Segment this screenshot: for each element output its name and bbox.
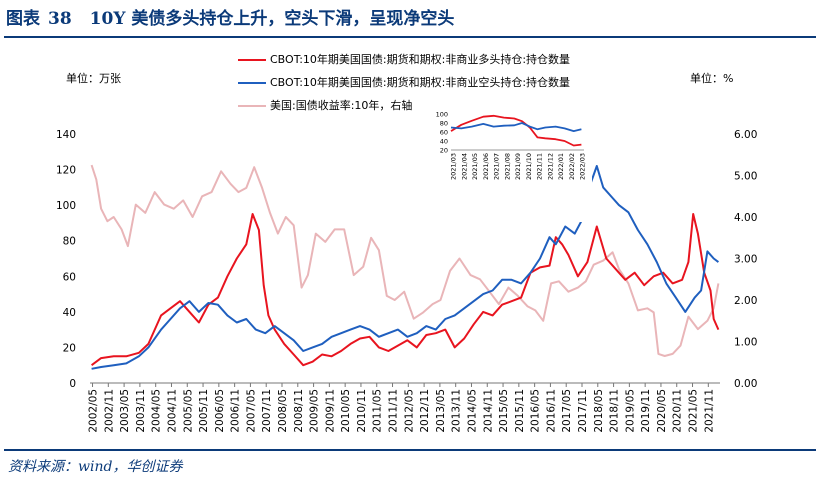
right-y-tick-4: 4.00 [734,212,757,224]
inset-series-line-1 [450,122,582,133]
figure-title-text: 10Y 美债多头持仓上升，空头下滑，呈现净空头 [89,9,455,29]
legend-label-short: CBOT:10年期美国国债:期货和期权:非商业空头持仓:持仓数量 [270,76,571,89]
right-y-tick-5: 5.00 [734,171,757,183]
right-y-tick-6: 6.00 [734,129,757,141]
left-unit-label: 单位：万张 [66,72,121,85]
inset-y-tick-4: 100 [436,111,448,119]
x-tick-19: 2011/11 [388,389,400,433]
left-y-tick-5: 100 [56,200,76,212]
x-tick-6: 2005/05 [182,389,194,433]
inset-y-tick-0: 20 [440,147,448,155]
x-tick-1: 2002/11 [103,389,115,433]
inset-x-tick-11: 2022/02 [568,153,576,180]
x-tick-35: 2019/11 [640,389,652,433]
x-tick-23: 2013/11 [451,389,463,433]
x-tick-12: 2008/05 [277,389,289,433]
x-tick-8: 2006/05 [214,389,226,433]
x-tick-29: 2016/11 [545,389,557,433]
right-y-tick-2: 2.00 [734,295,757,307]
x-tick-5: 2004/11 [166,389,178,433]
legend-swatch-long [238,58,266,61]
inset-x-tick-4: 2021/07 [493,153,501,180]
chart-legend: CBOT:10年期美国国债:期货和期权:非商业多头持仓:持仓数量 CBOT:10… [238,48,570,117]
inset-x-tick-5: 2021/08 [503,153,511,180]
series-line-0 [91,213,720,367]
inset-x-tick-10: 2022/01 [557,153,565,180]
legend-item-short: CBOT:10年期美国国债:期货和期权:非商业空头持仓:持仓数量 [238,71,570,94]
x-tick-36: 2020/05 [656,389,668,433]
inset-y-tick-2: 60 [440,129,448,137]
inset-x-tick-6: 2021/09 [514,153,522,180]
x-tick-2: 2003/05 [119,389,131,433]
inset-series-line-0 [450,114,582,147]
legend-item-long: CBOT:10年期美国国债:期货和期权:非商业多头持仓:持仓数量 [238,48,570,71]
right-unit-label: 单位：% [690,72,734,85]
x-tick-28: 2016/05 [530,389,542,433]
x-tick-25: 2014/11 [482,389,494,433]
figure-number: 38 [48,9,72,29]
legend-swatch-short [238,81,266,84]
x-tick-21: 2012/11 [419,389,431,433]
source-rule [4,449,816,451]
figure-label: 图表 [6,9,40,29]
x-tick-11: 2007/11 [261,389,273,433]
x-tick-3: 2003/11 [135,389,147,433]
x-tick-14: 2009/05 [309,389,321,433]
x-tick-13: 2008/11 [293,389,305,433]
x-tick-10: 2007/05 [245,389,257,433]
series-line-1 [91,165,720,370]
figure-title: 图表 38 10Y 美债多头持仓上升，空头下滑，呈现净空头 [6,4,454,29]
x-tick-16: 2010/05 [340,389,352,433]
inset-x-tick-2: 2021/05 [471,153,479,180]
inset-y-tick-1: 40 [440,138,448,146]
left-y-tick-0: 0 [69,378,76,390]
x-tick-37: 2020/11 [672,389,684,433]
left-y-tick-6: 120 [56,165,76,177]
source-note: 资料来源：wind，华创证券 [8,459,183,475]
series-line-2 [90,164,720,357]
x-tick-9: 2006/11 [230,389,242,433]
x-tick-32: 2018/05 [593,389,605,433]
left-y-tick-7: 140 [56,129,76,141]
x-tick-7: 2005/11 [198,389,210,433]
x-tick-39: 2021/11 [703,389,715,433]
x-tick-0: 2002/05 [88,389,100,433]
inset-x-tick-9: 2021/12 [546,153,554,180]
left-y-tick-3: 60 [63,271,76,283]
inset-x-tick-0: 2021/03 [450,153,458,180]
left-y-tick-1: 20 [63,342,76,354]
inset-y-tick-3: 80 [440,120,448,128]
legend-swatch-yield [238,104,266,107]
x-tick-4: 2004/05 [151,389,163,433]
x-tick-20: 2012/05 [403,389,415,433]
x-tick-30: 2017/05 [561,389,573,433]
right-y-tick-3: 3.00 [734,254,757,266]
legend-label-long: CBOT:10年期美国国债:期货和期权:非商业多头持仓:持仓数量 [270,53,571,66]
x-tick-17: 2010/11 [356,389,368,433]
legend-label-yield: 美国:国债收益率:10年，右轴 [270,99,413,112]
x-tick-15: 2009/11 [324,389,336,433]
x-tick-33: 2018/11 [609,389,621,433]
right-y-tick-0: 0.00 [734,378,757,390]
left-y-tick-2: 40 [63,307,76,319]
inset-x-tick-7: 2021/10 [525,153,533,180]
x-tick-27: 2015/11 [514,389,526,433]
x-tick-22: 2013/05 [435,389,447,433]
inset-x-tick-3: 2021/06 [482,153,490,180]
left-y-tick-4: 80 [63,236,76,248]
right-y-tick-1: 1.00 [734,337,757,349]
x-tick-34: 2019/05 [624,389,636,433]
title-rule [4,36,816,38]
inset-x-tick-1: 2021/04 [460,153,468,180]
inset-x-tick-12: 2022/03 [579,153,587,180]
x-tick-31: 2017/11 [577,389,589,433]
x-tick-26: 2015/05 [498,389,510,433]
inset-x-tick-8: 2021/11 [536,153,544,180]
x-tick-24: 2014/05 [466,389,478,433]
legend-item-yield: 美国:国债收益率:10年，右轴 [238,94,570,117]
x-tick-18: 2011/05 [372,389,384,433]
x-tick-38: 2021/05 [688,389,700,433]
